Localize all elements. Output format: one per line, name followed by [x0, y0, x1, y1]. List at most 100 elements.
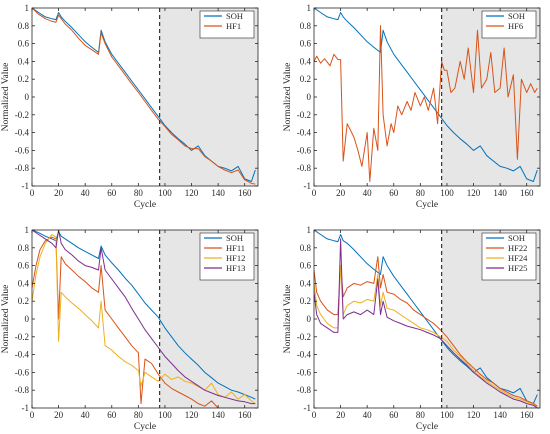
series-group — [314, 230, 538, 408]
x-tick-label: 40 — [81, 188, 91, 198]
y-tick-label: 0 — [307, 314, 312, 324]
y-tick-label: 0.8 — [18, 243, 30, 253]
x-tick-label: 40 — [363, 410, 373, 420]
x-tick-label: 60 — [107, 410, 117, 420]
series-line-hf25 — [314, 238, 538, 408]
y-tick-label: -0.2 — [297, 332, 311, 342]
x-tick-label: 160 — [238, 410, 252, 420]
y-tick-label: 0.8 — [18, 21, 30, 31]
series-line-hf1 — [32, 8, 256, 185]
legend-label-soh: SOH — [508, 11, 525, 21]
x-tick-label: 100 — [158, 188, 172, 198]
y-axis-label: Normalized Value — [1, 285, 11, 354]
series-group — [32, 8, 256, 185]
y-tick-label: 0.6 — [18, 39, 30, 49]
series-line-hf6 — [314, 25, 538, 182]
legend-box — [199, 232, 255, 281]
y-tick-label: -0.6 — [297, 367, 312, 377]
y-axis-label: Normalized Value — [1, 63, 11, 132]
x-tick-label: 80 — [416, 410, 426, 420]
chart-panel-4: 0 20 40 60 80 100 120 140 160 -1 -0.8 -0.6 -0.4 -0.2 0… — [283, 225, 541, 432]
y-tick-label: -0.8 — [297, 163, 312, 173]
y-tick-label: 0.2 — [18, 74, 29, 84]
x-tick-label: 140 — [211, 188, 225, 198]
x-tick-label: 100 — [158, 410, 172, 420]
x-tick-label: 100 — [440, 410, 454, 420]
legend-box — [481, 232, 537, 281]
y-tick-label: 0.6 — [300, 39, 312, 49]
y-tick-label: -0.2 — [15, 110, 29, 120]
series-line-hf13 — [32, 230, 256, 405]
x-tick-label: 80 — [416, 188, 426, 198]
y-tick-label: -0.8 — [297, 385, 312, 395]
y-tick-label: 0.8 — [300, 21, 312, 31]
legend-label-hf22: HF22 — [508, 243, 527, 253]
chart-panel-2: 0 20 40 60 80 100 120 140 160 -1 -0.8 -0.6 -0.4 -0.2 0… — [283, 3, 541, 210]
series-group — [314, 8, 538, 182]
y-axis-label: Normalized Value — [283, 285, 293, 354]
x-tick-label: 40 — [81, 410, 91, 420]
x-tick-label: 120 — [467, 410, 481, 420]
x-tick-label: 60 — [107, 188, 117, 198]
legend-label-soh: SOH — [226, 11, 243, 21]
y-tick-label: 0 — [25, 314, 30, 324]
x-tick-label: 160 — [238, 188, 252, 198]
y-tick-label: -0.8 — [15, 385, 30, 395]
y-tick-label: -0.6 — [15, 145, 30, 155]
y-tick-label: 1 — [25, 3, 30, 13]
y-tick-label: 0.6 — [18, 261, 30, 271]
chart-panel-1: 0 20 40 60 80 100 120 140 160 -1 -0.8 -0.6 -0.4 -0.2 0… — [1, 3, 259, 210]
x-tick-label: 160 — [520, 188, 534, 198]
y-tick-label: 0.2 — [300, 74, 311, 84]
y-tick-label: 0.2 — [300, 296, 311, 306]
y-tick-label: -0.4 — [297, 350, 312, 360]
y-tick-label: -0.2 — [15, 332, 29, 342]
y-tick-label: -0.6 — [15, 367, 30, 377]
x-tick-label: 120 — [185, 188, 199, 198]
legend-label-soh: SOH — [508, 233, 525, 243]
series-line-soh — [314, 8, 538, 182]
y-tick-label: -1 — [22, 181, 30, 191]
x-tick-label: 80 — [134, 188, 144, 198]
legend-label-hf11: HF11 — [226, 243, 245, 253]
chart-panel-3: 0 20 40 60 80 100 120 140 160 -1 -0.8 -0.6 -0.4 -0.2 0… — [1, 225, 259, 432]
y-tick-label: -1 — [304, 403, 312, 413]
y-tick-label: -1 — [304, 181, 312, 191]
y-tick-label: 0.6 — [300, 261, 312, 271]
x-tick-label: 80 — [134, 410, 144, 420]
y-tick-label: 0.4 — [18, 56, 30, 66]
series-group — [32, 230, 256, 408]
y-tick-label: -1 — [22, 403, 30, 413]
x-tick-label: 140 — [493, 410, 507, 420]
x-tick-label: 140 — [211, 410, 225, 420]
x-axis-label: Cycle — [134, 422, 156, 432]
legend-label-hf24: HF24 — [508, 253, 528, 263]
y-tick-label: 0.4 — [18, 278, 30, 288]
y-tick-label: 0.2 — [18, 296, 29, 306]
x-tick-label: 0 — [312, 188, 317, 198]
y-tick-label: -0.8 — [15, 163, 30, 173]
x-tick-label: 40 — [363, 188, 373, 198]
legend-label-soh: SOH — [226, 233, 243, 243]
x-tick-label: 60 — [389, 410, 399, 420]
y-tick-label: -0.4 — [297, 128, 312, 138]
x-tick-label: 100 — [440, 188, 454, 198]
y-tick-label: 0 — [25, 92, 30, 102]
x-tick-label: 120 — [467, 188, 481, 198]
x-tick-label: 20 — [54, 410, 64, 420]
y-tick-label: 1 — [25, 225, 30, 235]
legend-label-hf25: HF25 — [508, 263, 527, 273]
x-tick-label: 160 — [520, 410, 534, 420]
y-tick-label: -0.2 — [297, 110, 311, 120]
x-tick-label: 0 — [30, 188, 35, 198]
legend-label-hf6: HF6 — [508, 21, 523, 31]
x-axis-label: Cycle — [416, 422, 438, 432]
y-tick-label: 0.4 — [300, 278, 312, 288]
x-tick-label: 60 — [389, 188, 399, 198]
y-tick-label: -0.6 — [297, 145, 312, 155]
y-tick-label: 1 — [307, 225, 312, 235]
series-line-hf11 — [32, 236, 256, 408]
